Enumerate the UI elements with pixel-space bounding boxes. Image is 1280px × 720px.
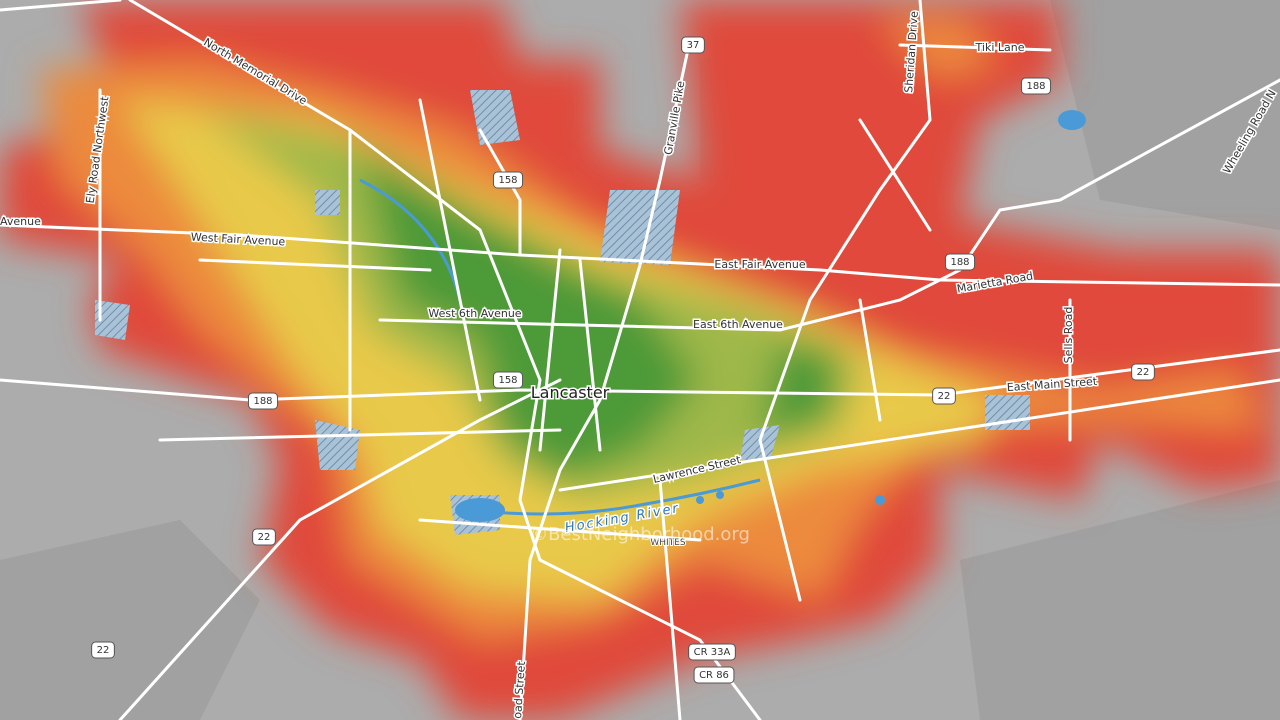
route-shield: 158 xyxy=(492,371,524,389)
route-shield: CR 33A xyxy=(688,643,736,661)
shield-box xyxy=(247,392,279,410)
shield-box xyxy=(693,666,735,684)
route-number: 22 xyxy=(258,532,271,543)
route-number: 188 xyxy=(1026,81,1045,92)
road-label: West 6th Avenue xyxy=(428,307,521,320)
route-shield: 22 xyxy=(932,387,956,405)
road-label: Sells Road xyxy=(1062,307,1075,364)
shield-box xyxy=(944,253,976,271)
shield-box xyxy=(91,641,115,659)
shield-box xyxy=(681,36,705,54)
route-shield: 22 xyxy=(91,641,115,659)
watermark: ©BestNeighborhood.org xyxy=(530,524,750,545)
route-number: 188 xyxy=(253,396,272,407)
shield-box xyxy=(1131,363,1155,381)
shield-box xyxy=(492,171,524,189)
route-number: 22 xyxy=(97,645,110,656)
route-shield: 37 xyxy=(681,36,705,54)
route-shield: 188 xyxy=(247,392,279,410)
road-label: oad Street xyxy=(511,660,528,719)
route-shield: CR 86 xyxy=(693,666,735,684)
shield-box xyxy=(492,371,524,389)
route-number: CR 86 xyxy=(699,670,729,681)
shield-box xyxy=(1020,77,1052,95)
route-number: 22 xyxy=(938,391,951,402)
shield-box xyxy=(252,528,276,546)
route-shield: 22 xyxy=(1131,363,1155,381)
route-number: 22 xyxy=(1137,367,1150,378)
shield-box xyxy=(688,643,736,661)
road-label: West Fair Avenue xyxy=(190,231,285,249)
route-number: 158 xyxy=(498,175,517,186)
road-label: East Fair Avenue xyxy=(714,258,805,271)
route-number: 158 xyxy=(498,375,517,386)
route-number: 188 xyxy=(950,257,969,268)
route-shield: 22 xyxy=(252,528,276,546)
route-shield: 158 xyxy=(492,171,524,189)
road-label: Tiki Lane xyxy=(975,41,1025,54)
route-number: CR 33A xyxy=(694,647,731,658)
shield-box xyxy=(932,387,956,405)
route-number: 37 xyxy=(687,40,700,51)
road-label: Avenue xyxy=(0,215,41,228)
river xyxy=(359,178,761,516)
place-label: Lancaster xyxy=(531,383,610,402)
route-shield: 188 xyxy=(1020,77,1052,95)
route-shield: 188 xyxy=(944,253,976,271)
area-label: WHITES xyxy=(650,538,686,548)
road-label: East 6th Avenue xyxy=(693,318,783,331)
